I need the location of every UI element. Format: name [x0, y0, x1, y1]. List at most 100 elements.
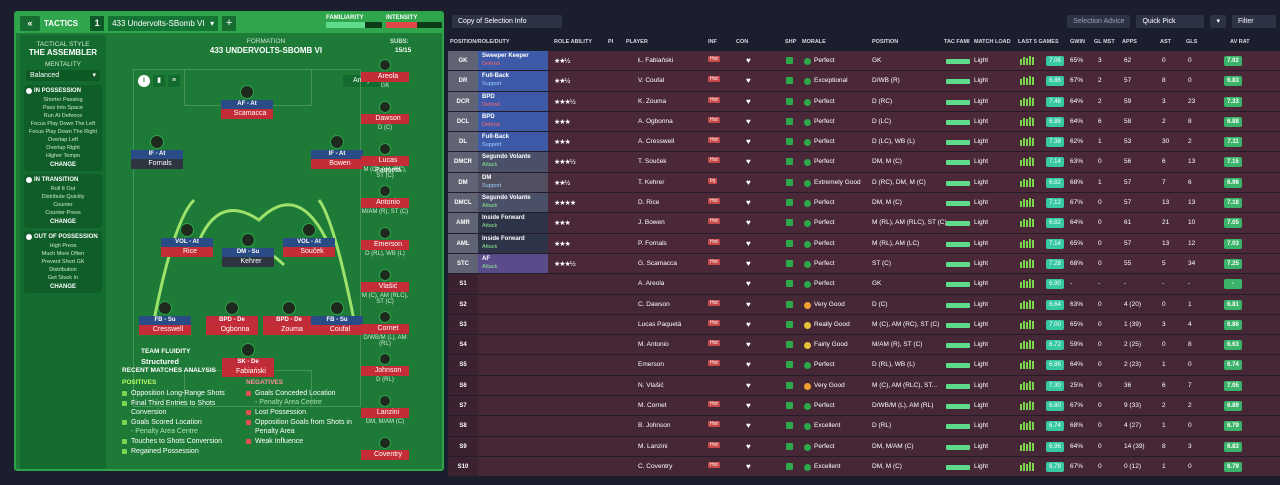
change-button[interactable]: CHANGE — [49, 284, 76, 290]
player-name[interactable]: Fabiański — [222, 367, 274, 377]
player-role[interactable]: VOL - At — [283, 238, 335, 247]
change-button[interactable]: CHANGE — [49, 162, 76, 168]
player-link[interactable]: J. Bowen — [638, 219, 665, 227]
player-link[interactable]: V. Coufal — [638, 77, 665, 85]
player-link[interactable]: C. Coventry — [638, 462, 673, 470]
player-link[interactable]: Ł. Fabiański — [638, 57, 674, 64]
role-cell[interactable]: Inside Forward Attack — [478, 233, 548, 253]
player-name[interactable]: Souček — [283, 247, 335, 257]
position-cell[interactable]: DL — [448, 132, 478, 152]
table-row[interactable]: DM DM Support ★★½ T. Kehrer Inj ♥ Extremely Goo… — [448, 172, 1280, 194]
role-cell[interactable]: Inside Forward Attack — [478, 213, 548, 233]
table-row[interactable]: GK Sweeper Keeper Defend ★★½ Ł. Fabiański Hot… — [448, 51, 1280, 72]
table-row[interactable]: S7 M. Cornet Hot ♥ Perfect D/WB/M (L), AM (RL… — [448, 396, 1280, 417]
player-name[interactable]: Kehrer — [222, 257, 274, 267]
position-cell[interactable]: S4 — [448, 335, 478, 355]
role-cell[interactable]: Segundo Volante Attack — [478, 152, 548, 172]
column-header[interactable]: MATCH LOAD — [974, 39, 1011, 45]
position-cell[interactable]: AMR — [448, 213, 478, 233]
player-link[interactable]: T. Kehrer — [638, 178, 665, 186]
position-cell[interactable]: STC — [448, 253, 478, 274]
column-header[interactable]: PI — [608, 39, 614, 45]
role-cell[interactable]: Full-Back Support — [478, 71, 548, 91]
analysis-item[interactable]: Regained Possession — [122, 447, 252, 456]
player-role[interactable]: AF - At — [221, 100, 273, 109]
analysis-item[interactable]: Opposition Goals from Shots in Penalty A… — [246, 418, 376, 436]
role-cell[interactable]: AF Attack — [478, 253, 548, 274]
formation-name[interactable]: 433 UNDERVOLTS-SBOMB VI — [209, 46, 323, 55]
sub-name[interactable]: Antonio — [361, 198, 409, 208]
player-name[interactable]: Scamacca — [221, 109, 273, 119]
table-row[interactable]: AMR Inside Forward Attack ★★★ J. Bowen Hot ♥ Pe… — [448, 213, 1280, 234]
pitch-player[interactable]: FB - Su Cresswell — [139, 301, 191, 335]
player-role[interactable]: BPD - De — [263, 316, 315, 325]
player-role[interactable]: DM - Su — [222, 248, 274, 257]
sub-player[interactable]: Coventry — [361, 437, 409, 461]
player-link[interactable]: B. Johnson — [638, 422, 671, 430]
position-cell[interactable]: DMCR — [448, 152, 478, 172]
pitch-player[interactable]: BPD - De Ogbonna — [206, 301, 258, 335]
player-link[interactable]: M. Antonio — [638, 341, 669, 349]
table-row[interactable]: DCL BPD Defend ★★★ A. Ogbonna Hot ♥ Perfect D (L… — [448, 111, 1280, 133]
player-role[interactable]: IF - At — [131, 150, 183, 159]
tactic-select[interactable]: 433 Undervolts-SBomb VI — [108, 15, 219, 31]
table-row[interactable]: DL Full-Back Support ★★★ A. Cresswell Hot ♥ Per… — [448, 132, 1280, 153]
position-cell[interactable]: DCR — [448, 91, 478, 111]
role-cell[interactable]: BPD Defend — [478, 91, 548, 111]
sub-player[interactable]: Dawson D (C) — [361, 101, 409, 131]
player-name[interactable]: Ogbonna — [206, 325, 258, 335]
position-cell[interactable]: DCL — [448, 111, 478, 132]
analysis-item[interactable]: Opposition Long-Range Shots — [122, 389, 252, 398]
table-row[interactable]: DCR BPD Defend ★★★½ K. Zouma Hot ♥ Perfect D (RC… — [448, 91, 1280, 112]
player-role[interactable]: SK - De — [222, 358, 274, 367]
player-link[interactable]: K. Zouma — [638, 97, 667, 105]
player-link[interactable]: A. Areola — [638, 280, 665, 288]
pitch-player[interactable]: IF - At Bowen — [311, 135, 363, 169]
role-cell[interactable]: Full-Back Support — [478, 132, 548, 152]
player-link[interactable]: M. Lanzini — [638, 442, 668, 450]
player-role[interactable]: BPD - De — [206, 316, 258, 325]
column-header[interactable]: GWIN — [1070, 39, 1085, 45]
sub-name[interactable]: Cornet — [361, 324, 409, 334]
collapse-icon[interactable]: « — [20, 15, 40, 31]
column-header[interactable]: GLS — [1186, 39, 1198, 45]
role-cell[interactable]: Segundo Volante Attack — [478, 193, 548, 213]
analysis-item[interactable]: Weak Influence — [246, 437, 376, 446]
position-cell[interactable]: S1 — [448, 274, 478, 294]
column-header[interactable]: SHP — [785, 39, 797, 45]
player-link[interactable]: T. Souček — [638, 158, 667, 166]
sub-name[interactable]: Lucas Paquetá — [361, 156, 409, 174]
player-link[interactable]: M. Cornet — [638, 402, 667, 410]
column-header[interactable]: POSITION — [872, 39, 899, 45]
chart-icon[interactable]: ▮ — [153, 75, 165, 87]
list-icon[interactable]: ≡ — [168, 75, 180, 87]
position-cell[interactable]: DR — [448, 71, 478, 91]
position-cell[interactable]: DM — [448, 172, 478, 193]
role-cell[interactable]: Sweeper Keeper Defend — [478, 51, 548, 71]
role-cell[interactable]: DM Support — [478, 172, 548, 193]
player-link[interactable]: A. Cresswell — [638, 138, 675, 146]
player-link[interactable]: G. Scamacca — [638, 259, 678, 267]
position-cell[interactable]: S6 — [448, 375, 478, 396]
column-header[interactable]: INF — [708, 39, 717, 45]
analysis-item[interactable]: Touches to Shots Conversion — [122, 437, 252, 446]
position-cell[interactable]: GK — [448, 51, 478, 71]
recent-title[interactable]: RECENT MATCHES ANALYSIS — [122, 367, 217, 374]
analysis-item[interactable]: Goals Scored Location - Penalty Area Cent… — [122, 418, 252, 436]
player-name[interactable]: Rice — [161, 247, 213, 257]
position-cell[interactable]: S8 — [448, 416, 478, 436]
sub-player[interactable]: Antonio M/AM (R), ST (C) — [361, 185, 409, 215]
table-row[interactable]: S9 M. Lanzini Hot ♥ Perfect DM, M/AM (C) Light… — [448, 436, 1280, 457]
sub-player[interactable]: Cornet D/WB/M (L), AM (RL) — [361, 311, 409, 347]
pitch-player[interactable]: AF - At Scamacca — [221, 85, 273, 119]
table-row[interactable]: DMCR Segundo Volante Attack ★★★½ T. Souček Ho… — [448, 152, 1280, 173]
player-link[interactable]: P. Fornals — [638, 239, 667, 247]
analysis-item[interactable]: Goals Conceded Location - Penalty Area Ce… — [246, 389, 376, 407]
column-header[interactable]: AST — [1160, 39, 1171, 45]
table-row[interactable]: S5 Emerson Hot ♥ Perfect D (RL), WB (L) Light 6… — [448, 355, 1280, 376]
table-row[interactable]: S4 M. Antonio Hot ♥ Fairly Good M/AM (R), ST … — [448, 335, 1280, 356]
column-header[interactable]: LAST 5 GAMES — [1018, 39, 1059, 45]
table-row[interactable]: S1 A. Areola ♥ Perfect GK Light 6.90- - - - - - — [448, 274, 1280, 295]
player-link[interactable]: D. Rice — [638, 199, 660, 207]
